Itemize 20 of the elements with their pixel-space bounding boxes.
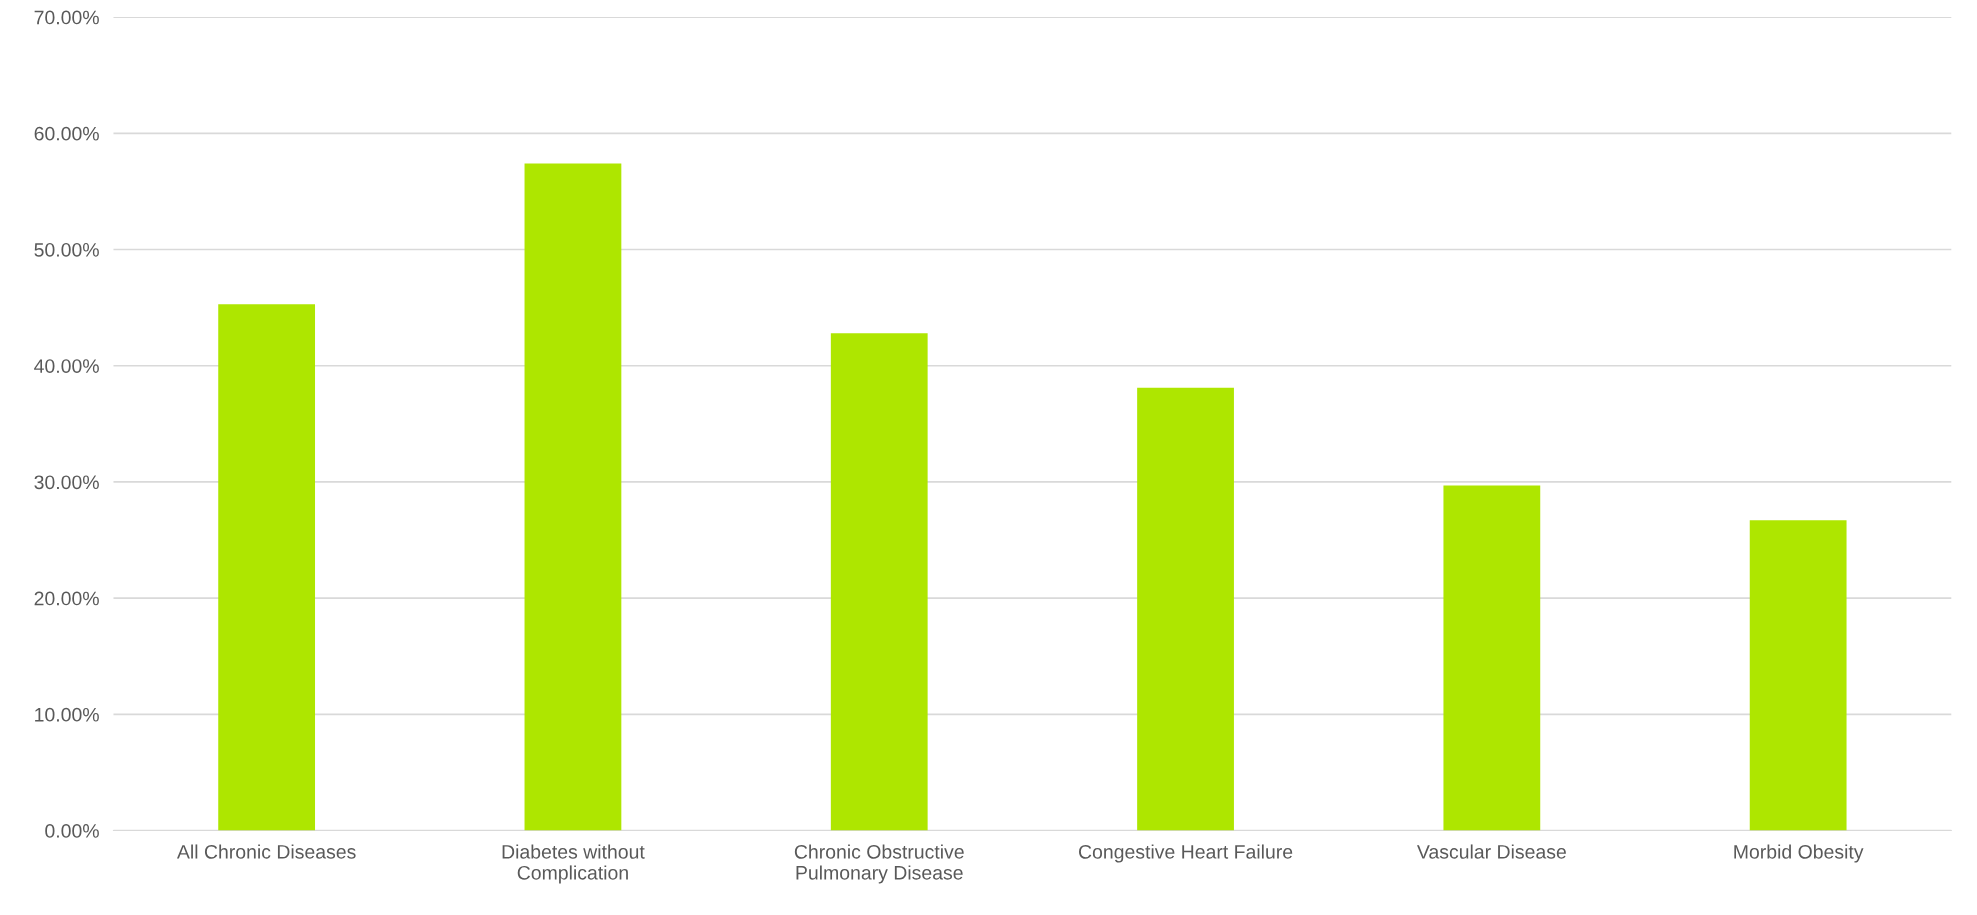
x-tick-label: Vascular Disease <box>1417 844 1566 859</box>
bar <box>1137 387 1234 831</box>
y-tick-label: 30.00% <box>34 475 99 490</box>
y-tick-label: 40.00% <box>34 359 99 373</box>
x-tick-label: Morbid Obesity <box>1734 844 1864 863</box>
bar <box>1749 520 1847 831</box>
x-tick-label: Diabetes without Complication <box>502 844 645 884</box>
y-tick-label: 20.00% <box>34 591 99 606</box>
y-tick-label: 10.00% <box>35 707 99 722</box>
bar <box>524 163 622 831</box>
x-tick-label: All Chronic Diseases <box>176 844 356 859</box>
x-tick-label: Chronic Obstructive Pulmonary Disease <box>794 844 964 884</box>
y-tick-label: 60.00% <box>34 126 99 141</box>
y-tick-label: 70.00% <box>34 10 99 25</box>
bar <box>830 333 928 831</box>
bar <box>218 304 316 831</box>
x-tick-label: Congestive Heart Failure <box>1079 844 1293 863</box>
y-tick-label: 0.00% <box>45 824 99 838</box>
y-tick-label: 50.00% <box>34 242 99 257</box>
bar <box>1443 485 1541 831</box>
